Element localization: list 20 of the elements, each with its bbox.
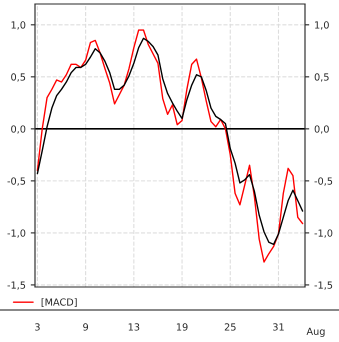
x-tick-label: 19 (176, 323, 188, 331)
y2-tick-label: -0,5 (314, 177, 332, 186)
y2-tick-label: 0,5 (314, 73, 329, 82)
y2-tick-label: 0,0 (314, 125, 329, 134)
legend-label: [MACD] (42, 298, 77, 307)
y-tick-label: 0,5 (11, 73, 26, 82)
y2-tick-label: 1,0 (315, 21, 329, 30)
text: Aug (306, 328, 325, 337)
y-tick-label: -1,5 (7, 282, 26, 290)
y-tick-label: 0,0 (11, 125, 26, 134)
y2-tick-label: -1,5 (314, 282, 332, 290)
y-tick-label: -0,5 (7, 177, 26, 186)
x-tick-label: 3 (35, 323, 40, 331)
x-tick-label: 9 (83, 323, 88, 331)
y-tick-label: 1,0 (12, 21, 26, 30)
x-tick-label: 31 (273, 323, 284, 331)
x-tick-label: 13 (128, 323, 140, 331)
y-tick-label: -1,0 (7, 229, 26, 238)
x-tick-label: 25 (224, 323, 236, 331)
y2-tick-label: -1,0 (314, 229, 332, 238)
